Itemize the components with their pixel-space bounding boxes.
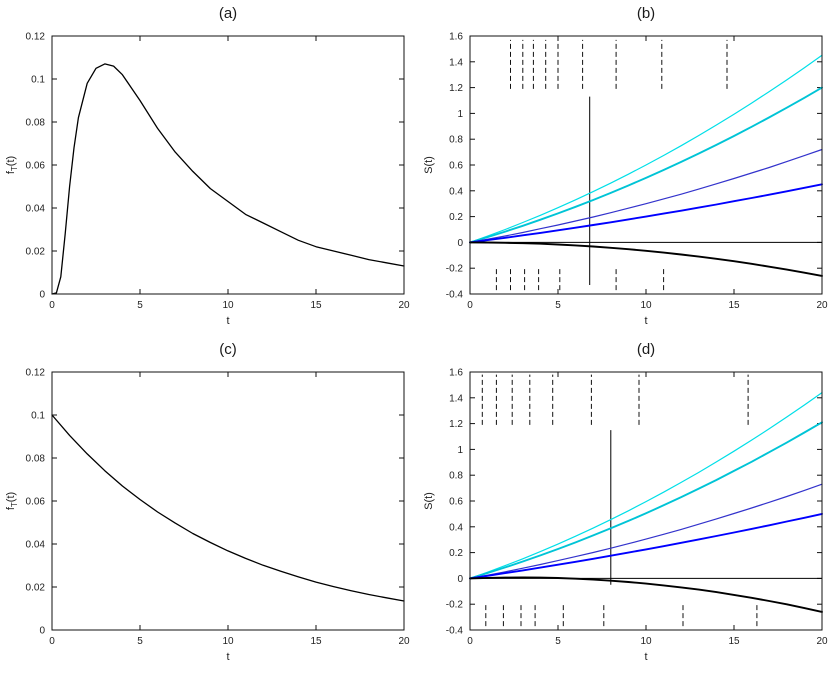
svg-text:S(t): S(t): [423, 492, 435, 510]
panel-a-plot: 0 5 10 15 20 0 0.02 0.04 0.06 0.08 0.1 0.12 t fT(t): [5, 32, 410, 328]
svg-text:-0.4: -0.4: [446, 626, 464, 637]
svg-text:t: t: [226, 651, 229, 663]
svg-text:0.6: 0.6: [449, 497, 463, 508]
svg-text:15: 15: [728, 300, 740, 311]
svg-text:0: 0: [467, 300, 473, 311]
panel-b-title: (b): [636, 5, 656, 22]
svg-text:0.6: 0.6: [449, 161, 463, 172]
svg-text:0.4: 0.4: [449, 186, 463, 197]
svg-text:1.4: 1.4: [449, 57, 463, 68]
svg-text:0.08: 0.08: [26, 454, 46, 465]
svg-text:t: t: [644, 315, 647, 327]
svg-text:0.08: 0.08: [26, 118, 46, 129]
svg-text:0.06: 0.06: [26, 497, 46, 508]
svg-text:0: 0: [49, 636, 55, 647]
svg-text:0.2: 0.2: [449, 548, 463, 559]
svg-text:5: 5: [555, 636, 561, 647]
svg-text:0: 0: [467, 636, 473, 647]
svg-text:20: 20: [816, 300, 828, 311]
panel-d-title: (d): [636, 341, 656, 358]
panel-c-plot: 0 5 10 15 20 0 0.02 0.04 0.06 0.08 0.1 0.12 t fT(t): [5, 368, 410, 664]
svg-text:fT(t): fT(t): [5, 492, 19, 510]
svg-text:-0.4: -0.4: [446, 290, 464, 301]
panel-b-plot: 0 5 10 15 20 -0.4 -0.2 0 0.2 0.4 0.6 0.8 1 1.2 1.4 1.6 t…: [423, 32, 828, 328]
svg-text:10: 10: [222, 300, 234, 311]
svg-text:5: 5: [137, 300, 143, 311]
svg-text:0: 0: [457, 574, 463, 585]
svg-text:0: 0: [49, 300, 55, 311]
svg-text:1.6: 1.6: [449, 32, 463, 43]
svg-text:15: 15: [310, 636, 322, 647]
svg-text:0: 0: [457, 238, 463, 249]
svg-text:0.12: 0.12: [26, 32, 46, 43]
svg-text:0.4: 0.4: [449, 522, 463, 533]
svg-text:0.02: 0.02: [26, 247, 46, 258]
svg-text:1.2: 1.2: [449, 419, 463, 430]
panel-b: (b) 0 5 10 15 20 -0.4 -0.2 0 0.2 0.4 0.6 0.8 1 1.2 1.4…: [418, 0, 836, 336]
svg-text:20: 20: [398, 636, 410, 647]
svg-text:1.2: 1.2: [449, 83, 463, 94]
svg-text:0.12: 0.12: [26, 368, 46, 379]
svg-text:15: 15: [310, 300, 322, 311]
panel-a-title: (a): [218, 5, 238, 22]
panel-c-title: (c): [219, 341, 237, 358]
svg-text:0.8: 0.8: [449, 135, 463, 146]
svg-text:0.02: 0.02: [26, 583, 46, 594]
panel-a: (a) 0 5 10 15 20 0 0.02 0.04 0.06 0.08 0.1 0.12 t fT(…: [0, 0, 418, 336]
svg-text:5: 5: [137, 636, 143, 647]
svg-text:20: 20: [816, 636, 828, 647]
svg-text:-0.2: -0.2: [446, 600, 464, 611]
svg-text:1: 1: [457, 445, 463, 456]
panel-c: (c) 0 5 10 15 20 0 0.02 0.04 0.06 0.08 0.1 0.12 t fT(…: [0, 336, 418, 673]
svg-text:0.06: 0.06: [26, 161, 46, 172]
svg-text:0.04: 0.04: [26, 540, 46, 551]
panel-d: (d) 0 5 10 15 20 -0.4 -0.2 0 0.2 0.4 0.6 0.8 1 1.2 1.4…: [418, 336, 836, 673]
svg-text:10: 10: [640, 300, 652, 311]
svg-text:1: 1: [457, 109, 463, 120]
svg-text:t: t: [226, 315, 229, 327]
svg-text:1.6: 1.6: [449, 368, 463, 379]
svg-text:0: 0: [39, 290, 45, 301]
svg-text:0: 0: [39, 626, 45, 637]
svg-text:0.2: 0.2: [449, 212, 463, 223]
svg-text:0.1: 0.1: [31, 75, 45, 86]
svg-text:-0.2: -0.2: [446, 264, 464, 275]
panel-d-plot: 0 5 10 15 20 -0.4 -0.2 0 0.2 0.4 0.6 0.8 1 1.2 1.4 1.6 t…: [423, 368, 828, 664]
svg-text:20: 20: [398, 300, 410, 311]
svg-text:1.4: 1.4: [449, 393, 463, 404]
svg-text:5: 5: [555, 300, 561, 311]
svg-text:t: t: [644, 651, 647, 663]
svg-text:10: 10: [222, 636, 234, 647]
svg-text:15: 15: [728, 636, 740, 647]
svg-text:10: 10: [640, 636, 652, 647]
svg-text:0.04: 0.04: [26, 204, 46, 215]
svg-text:S(t): S(t): [423, 156, 435, 174]
svg-text:fT(t): fT(t): [5, 156, 19, 174]
svg-text:0.8: 0.8: [449, 471, 463, 482]
svg-text:0.1: 0.1: [31, 411, 45, 422]
